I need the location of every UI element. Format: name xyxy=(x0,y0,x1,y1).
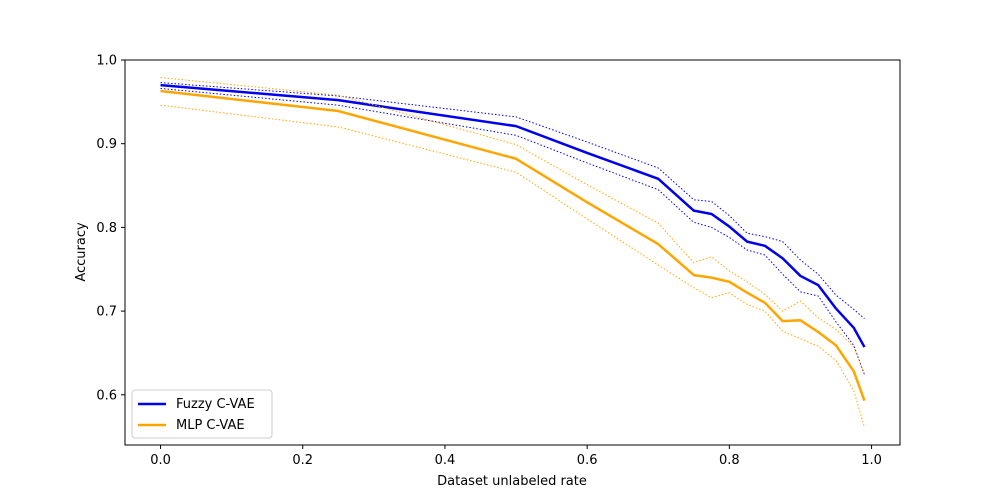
x-axis-label: Dataset unlabeled rate xyxy=(437,474,587,489)
fuzzy-c-vae-mean-line xyxy=(160,83,866,348)
mlp-c-vae-mean-line xyxy=(160,89,866,402)
plot-layer xyxy=(160,77,866,428)
x-tick-label: 0.0 xyxy=(150,453,171,468)
y-tick-label: 0.7 xyxy=(96,305,117,320)
y-axis-ticks: 0.6 0.7 0.8 0.9 1.0 xyxy=(96,54,125,403)
y-tick-label: 0.6 xyxy=(96,388,117,403)
mlp-c-vae-lower-bound-line xyxy=(160,104,865,428)
x-tick-label: 1.0 xyxy=(861,453,882,468)
legend-label-fuzzy-c-vae: Fuzzy C-VAE xyxy=(176,397,255,412)
y-tick-label: 1.0 xyxy=(96,54,117,69)
y-axis-label: Accuracy xyxy=(74,222,89,282)
x-axis-ticks: 0.0 0.2 0.4 0.6 0.8 1.0 xyxy=(150,445,882,468)
x-tick-label: 0.8 xyxy=(719,453,740,468)
y-tick-label: 0.9 xyxy=(96,137,117,152)
x-tick-label: 0.4 xyxy=(435,453,456,468)
mlp-c-vae-upper-bound-line xyxy=(160,77,865,375)
x-tick-label: 0.2 xyxy=(292,453,313,468)
x-tick-label: 0.6 xyxy=(577,453,598,468)
legend-label-mlp-c-vae: MLP C-VAE xyxy=(176,418,245,433)
y-tick-label: 0.8 xyxy=(96,221,117,236)
fuzzy-c-vae-upper-bound-line xyxy=(160,82,865,319)
plot-frame xyxy=(124,59,901,446)
fuzzy-c-vae-lower-bound-line xyxy=(160,87,865,375)
legend-box xyxy=(131,389,273,439)
legend: Fuzzy C-VAE MLP C-VAE xyxy=(131,389,273,439)
